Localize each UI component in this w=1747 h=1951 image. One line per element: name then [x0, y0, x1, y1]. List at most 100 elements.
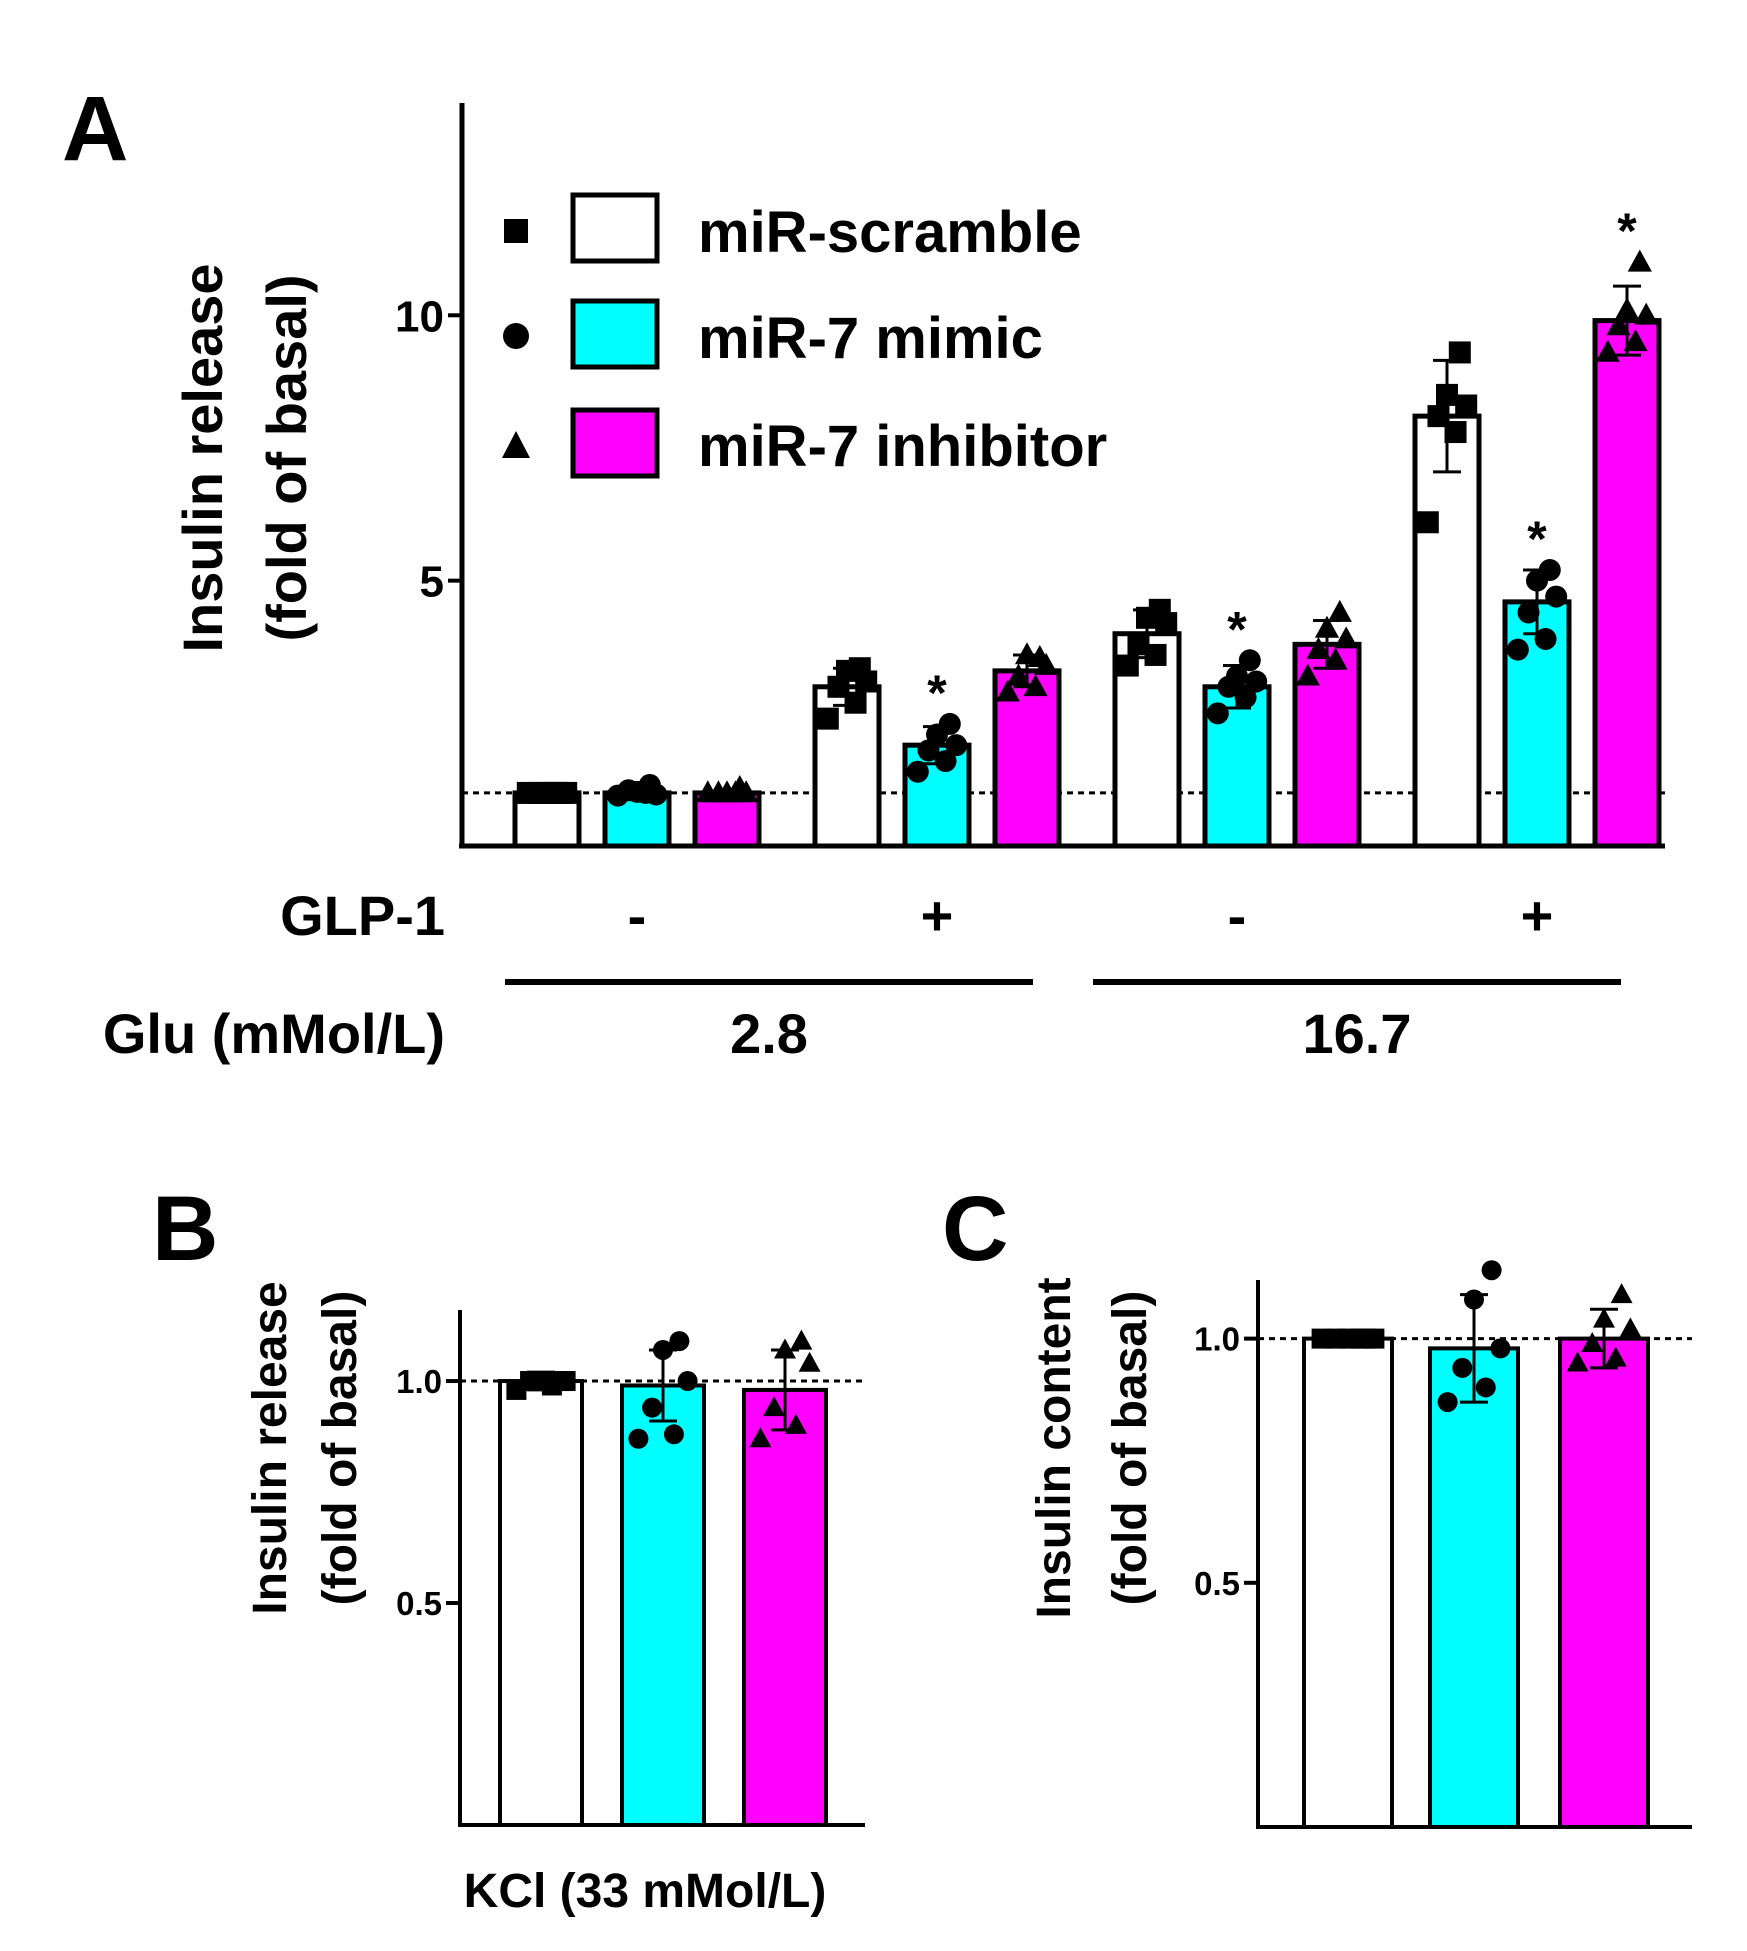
legend-swatch-scramble [570, 192, 660, 264]
y-tick-label: 1.0 [396, 1363, 442, 1400]
panel-c-yticks: 0.5 1.0 [1194, 1321, 1258, 1602]
panel-letter-b: B [152, 1178, 218, 1280]
legend-label-inhibitor: miR-7 inhibitor [698, 414, 1107, 479]
data-point-triangle [1006, 663, 1031, 686]
data-point-square [1116, 654, 1139, 677]
glp1-condition: + [921, 884, 954, 947]
bar-mir-7-inhibitor [1292, 599, 1362, 849]
panel-a-conditions: - + - +2.8 16.7 [628, 884, 1554, 1065]
data-point-circle [906, 760, 929, 783]
legend-item-inhibitor: miR-7 inhibitor [502, 407, 1107, 479]
data-point-circle [628, 1428, 649, 1449]
glp1-row-label: GLP-1 [280, 884, 445, 947]
bar-mir-scramble [812, 657, 882, 849]
data-point-triangle [798, 1351, 821, 1372]
data-point-circle [1475, 1377, 1496, 1398]
data-point-square [1355, 1328, 1376, 1349]
legend-swatch-mimic [570, 298, 660, 370]
legend-swatch-inhibitor [570, 407, 660, 479]
data-point-square [1427, 405, 1450, 428]
data-point-square [1444, 421, 1467, 444]
data-point-square [816, 707, 839, 730]
data-point-circle [669, 1331, 690, 1352]
bar-mir-scramble [1302, 1328, 1394, 1830]
data-point-circle [1437, 1392, 1458, 1413]
y-tick-label: 10 [395, 292, 444, 341]
data-point-square [1338, 1328, 1358, 1349]
glp1-condition: - [1228, 884, 1247, 947]
data-point-triangle [1604, 1346, 1627, 1367]
panel-b-bars [498, 1329, 828, 1828]
data-point-circle [1234, 686, 1257, 709]
data-point-triangle [1610, 1283, 1633, 1304]
data-point-square [1144, 643, 1167, 666]
bar-mir-7-inhibitor [742, 1329, 828, 1828]
data-point-triangle [1634, 302, 1659, 325]
bar-mir-7-inhibitor: * [1592, 203, 1662, 849]
glp1-condition: - [628, 884, 647, 947]
data-point-circle [938, 712, 961, 735]
significance-mark: * [1227, 601, 1247, 657]
data-point-square [1448, 341, 1471, 364]
panel-b-yticks: 0.5 1.0 [396, 1363, 460, 1622]
glu-condition: 16.7 [1303, 1002, 1412, 1065]
data-point-square [1416, 511, 1439, 534]
legend-square-marker [504, 219, 528, 243]
data-point-square [844, 691, 867, 714]
data-point-triangle [1306, 636, 1331, 659]
bar-mir-7-mimic [620, 1331, 706, 1827]
panel-c-bars [1302, 1260, 1650, 1830]
data-point-circle [663, 1424, 684, 1445]
panel-a-bars: **** [512, 203, 1662, 849]
data-point-triangle [1606, 313, 1631, 336]
panel-b-xlabel: KCl (33 mMol/L) [464, 1865, 827, 1918]
bar-mir-7-mimic: * [1502, 511, 1572, 849]
bar-group: ** [1412, 203, 1662, 849]
y-tick-label: 0.5 [1194, 1565, 1240, 1602]
data-point-circle [642, 1397, 663, 1418]
bar-rect [498, 1379, 584, 1827]
panel-b-ylabel-line1: Insulin release [244, 1281, 297, 1615]
data-point-triangle [1566, 1351, 1589, 1372]
data-point-triangle [1023, 674, 1048, 697]
bar-mir-7-mimic: * [902, 665, 972, 849]
data-point-triangle [995, 679, 1020, 702]
bar-rect [620, 1383, 706, 1827]
bar-rect [742, 1387, 828, 1828]
panel-letter-c: C [942, 1178, 1008, 1280]
bar-rect [1592, 318, 1662, 849]
data-point-circle [934, 750, 957, 773]
data-point-circle [1206, 702, 1229, 725]
data-point-triangle [1627, 249, 1652, 272]
legend-label-scramble: miR-scramble [698, 200, 1082, 265]
data-point-triangle [790, 1329, 813, 1350]
legend-item-mimic: miR-7 mimic [503, 298, 1043, 371]
data-point-triangle [749, 1427, 772, 1448]
data-point-triangle [1619, 1317, 1642, 1338]
data-point-triangle [763, 1396, 786, 1417]
panel-a-ylabel-line2: (fold of basal) [255, 274, 318, 641]
data-point-circle [1245, 670, 1268, 693]
data-point-triangle [1323, 647, 1348, 670]
y-tick-label: 1.0 [1194, 1321, 1240, 1358]
bar-group: * [812, 642, 1062, 849]
legend-label-mimic: miR-7 mimic [698, 306, 1043, 371]
bar-mir-7-mimic [1428, 1260, 1520, 1829]
bar-mir-7-mimic: * [1202, 601, 1272, 849]
bar-mir-7-inhibitor [1558, 1283, 1650, 1830]
data-point-circle [1517, 601, 1540, 624]
legend-item-scramble: miR-scramble [504, 192, 1082, 265]
data-point-circle [1545, 585, 1568, 608]
data-point-circle [1481, 1260, 1502, 1281]
data-point-circle [945, 734, 968, 757]
y-tick-label: 0.5 [396, 1585, 442, 1622]
bar-group: * [1112, 598, 1362, 849]
bar-rect [1558, 1336, 1650, 1830]
significance-mark: * [1527, 511, 1547, 567]
glp1-condition: + [1521, 884, 1554, 947]
bar-mir-scramble [498, 1370, 584, 1827]
data-point-square [547, 1371, 568, 1392]
data-point-triangle [1295, 663, 1320, 686]
legend: miR-scramble miR-7 mimic miR-7 inhibitor [502, 192, 1107, 479]
